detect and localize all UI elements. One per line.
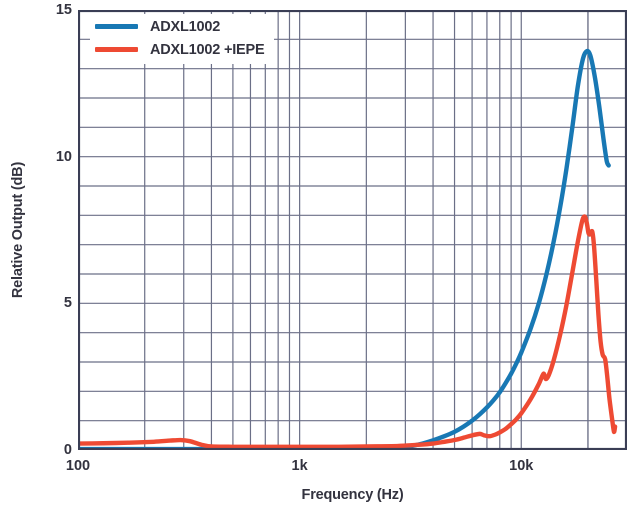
y-tick-label: 0: [63, 442, 72, 458]
legend-item: ADXL1002 +IEPE: [95, 40, 265, 59]
legend-item-label: ADXL1002 +IEPE: [150, 41, 265, 58]
y-axis-tick-labels: 0 5 10 15: [38, 0, 72, 519]
series-line-2: [78, 214, 618, 449]
y-tick-label: 10: [55, 148, 72, 165]
legend-item: ADXL1002: [95, 17, 264, 36]
x-tick-label: 1k: [291, 458, 308, 474]
x-axis-title: Frequency (Hz): [301, 487, 404, 503]
x-tick-label: 10k: [509, 458, 534, 474]
chart-legend: ADXL1002 ADXL1002 +IEPE: [90, 14, 275, 64]
x-tick-label: 100: [65, 458, 91, 474]
y-tick-label: 5: [63, 295, 72, 312]
plot-area: [78, 10, 627, 450]
plot-background: [78, 10, 627, 450]
chart-svg: [78, 10, 627, 450]
legend-color-swatch: [95, 24, 138, 29]
y-tick-label: 15: [55, 2, 72, 18]
legend-item-label: ADXL1002: [150, 18, 221, 35]
plot-frame: [78, 10, 627, 450]
grid-lines: [78, 10, 627, 450]
y-axis-title-text: Relative Output (dB): [10, 161, 27, 299]
legend-color-swatch: [95, 47, 138, 52]
y-axis-title: Relative Output (dB): [0, 0, 36, 460]
